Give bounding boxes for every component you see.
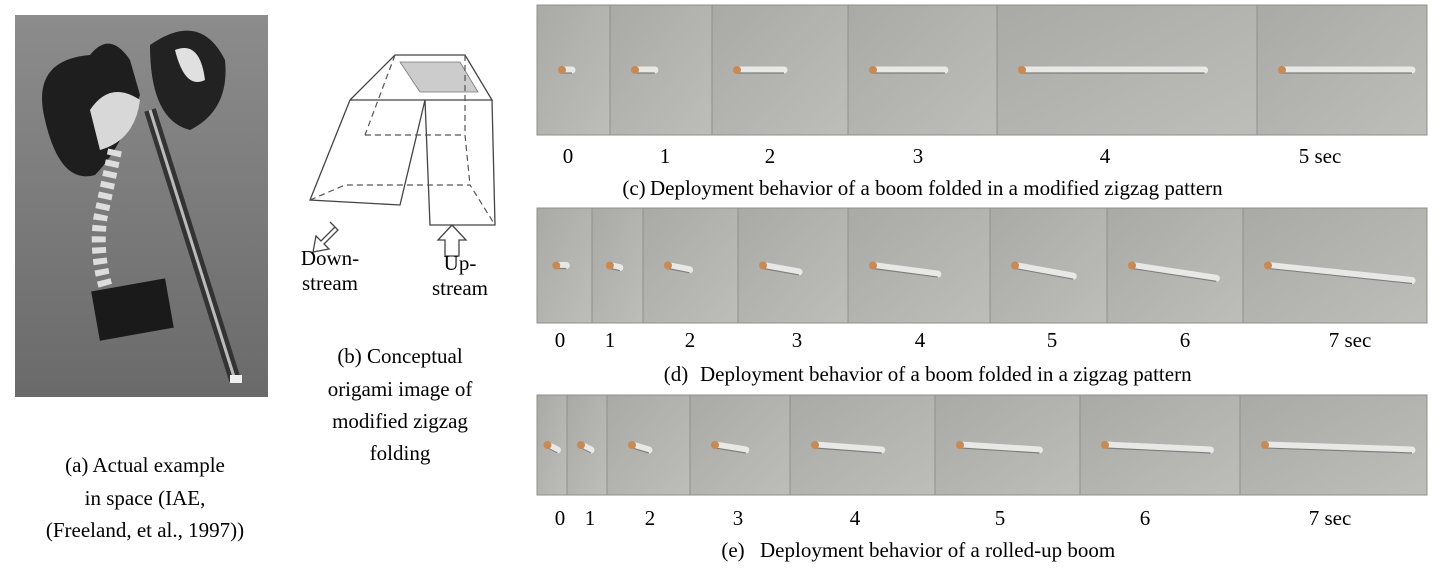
frame-time: 2 xyxy=(645,506,656,530)
boom-root xyxy=(631,66,639,74)
video-frame xyxy=(690,395,790,495)
boom-root xyxy=(552,262,560,270)
downstream-label: Down- xyxy=(301,246,359,270)
video-frame xyxy=(1107,208,1243,323)
figure: (a) Actual example in space (IAE, (Freel… xyxy=(0,0,1440,572)
boom-root xyxy=(869,66,877,74)
boom-root xyxy=(956,441,964,449)
frame-time: 6 xyxy=(1140,506,1151,530)
video-frame xyxy=(738,208,848,323)
caption-b: origami image of xyxy=(328,377,473,401)
frame-time: 6 xyxy=(1180,328,1191,352)
boom-root xyxy=(1128,262,1136,270)
frame-time: 0 xyxy=(555,506,566,530)
video-frame xyxy=(610,5,712,135)
origami-sketch xyxy=(310,55,495,256)
panel-label: (d) xyxy=(664,362,689,386)
boom-root xyxy=(577,441,585,449)
frame-time: 1 xyxy=(585,506,596,530)
caption-b: folding xyxy=(370,441,431,465)
caption-a: (a) Actual example xyxy=(65,453,225,477)
boom-root xyxy=(558,66,566,74)
frame-time: 3 xyxy=(792,328,803,352)
boom-root xyxy=(1261,441,1269,449)
boom-root xyxy=(733,66,741,74)
frame-time: 5 xyxy=(1047,328,1058,352)
downstream-label: stream xyxy=(302,271,358,295)
frame-time: 2 xyxy=(685,328,696,352)
frame-time: 5 sec xyxy=(1299,144,1342,168)
panel-caption: Deployment behavior of a rolled-up boom xyxy=(760,538,1115,562)
video-frame xyxy=(643,208,738,323)
upstream-label: Up- xyxy=(444,251,477,275)
frame-time: 5 xyxy=(995,506,1006,530)
caption-b: modified zigzag xyxy=(332,409,468,433)
boom-root xyxy=(628,441,636,449)
boom-root xyxy=(1011,262,1019,270)
frame-time: 2 xyxy=(765,144,776,168)
frame-time: 0 xyxy=(555,328,566,352)
frame-time: 4 xyxy=(915,328,926,352)
frame-time: 3 xyxy=(733,506,744,530)
boom-root xyxy=(1018,66,1026,74)
frame-time: 3 xyxy=(913,144,924,168)
boom-root xyxy=(759,262,767,270)
frame-time: 7 sec xyxy=(1329,328,1372,352)
boom-root xyxy=(664,262,672,270)
panel-label: (c) xyxy=(622,176,645,200)
boom-root xyxy=(606,262,614,270)
boom-root xyxy=(811,441,819,449)
video-frame xyxy=(607,395,690,495)
frame-time: 1 xyxy=(660,144,671,168)
frame-time: 4 xyxy=(850,506,861,530)
panel-label: (e) xyxy=(721,538,744,562)
boom-root xyxy=(544,441,552,449)
video-frame xyxy=(990,208,1107,323)
boom-root xyxy=(869,262,877,270)
photo-a xyxy=(15,15,268,397)
caption-a: in space (IAE, xyxy=(85,486,206,510)
frame-time: 7 sec xyxy=(1309,506,1352,530)
frame-time: 1 xyxy=(605,328,616,352)
boom-root xyxy=(1264,262,1272,270)
panel-caption: Deployment behavior of a boom folded in … xyxy=(700,362,1192,386)
boom-root xyxy=(711,441,719,449)
caption-b: (b) Conceptual xyxy=(337,344,463,368)
frame-time: 0 xyxy=(563,144,574,168)
upstream-label: stream xyxy=(432,276,488,300)
boom-root xyxy=(1278,66,1286,74)
frame-time: 4 xyxy=(1100,144,1111,168)
caption-a: (Freeland, et al., 1997)) xyxy=(46,518,244,542)
boom-root xyxy=(1101,441,1109,449)
panel-caption: Deployment behavior of a boom folded in … xyxy=(650,176,1223,200)
